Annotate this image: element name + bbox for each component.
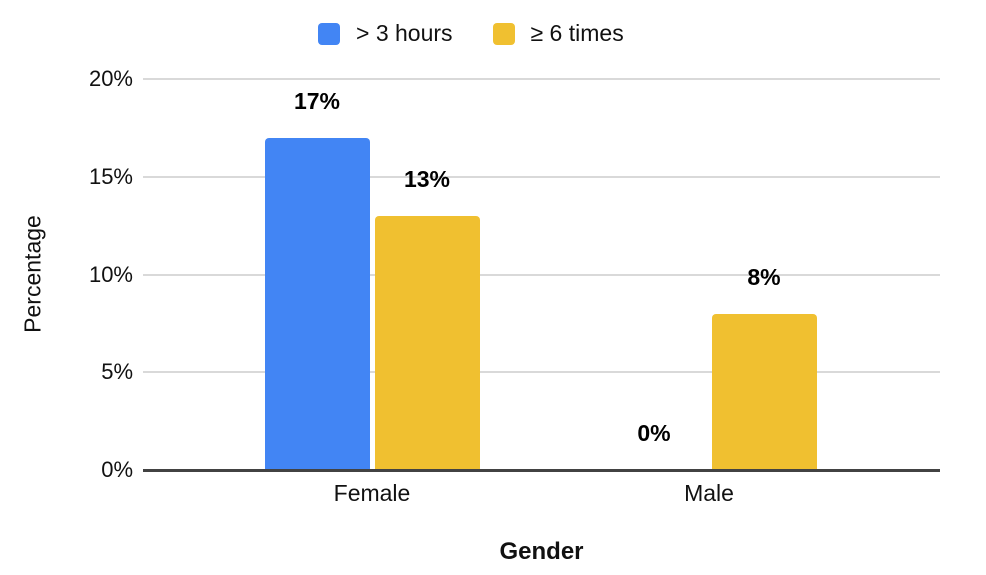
legend: > 3 hours ≥ 6 times [318, 20, 624, 47]
bar-male-6-times [711, 313, 817, 470]
bar-female-3-hours [264, 137, 370, 470]
x-category-label-male: Male [684, 480, 734, 506]
y-tick-label-20: 20% [88, 66, 133, 91]
legend-label-blue-series: > 3 hours [356, 20, 453, 46]
bar-value-label-female-3-hours: 17% [293, 87, 341, 114]
x-category-label-female: Female [333, 480, 411, 506]
x-axis-line [143, 469, 940, 472]
y-tick-label-15: 15% [88, 163, 133, 189]
gridline-20 [143, 78, 940, 80]
y-tick-label-0: 0% [101, 457, 133, 482]
legend-swatch-blue [318, 22, 340, 45]
legend-label-yellow-series: ≥ 6 times [530, 20, 624, 46]
x-axis-title: Gender [499, 538, 584, 565]
gridline-5 [143, 371, 940, 374]
bar-female-6-times [374, 215, 480, 470]
bar-value-label-male-3-hours: 0% [637, 420, 671, 446]
legend-item-blue-series: > 3 hours [318, 20, 453, 47]
y-tick-label-10: 10% [88, 261, 133, 287]
legend-swatch-yellow [492, 22, 515, 45]
y-tick-label-5: 5% [101, 359, 133, 385]
gridline-10 [143, 273, 940, 276]
bar-value-label-female-6-times: 13% [403, 165, 451, 192]
legend-item-yellow-series: ≥ 6 times [492, 20, 624, 47]
gridline-15 [143, 175, 940, 178]
bar-value-label-male-6-times: 8% [747, 263, 781, 290]
